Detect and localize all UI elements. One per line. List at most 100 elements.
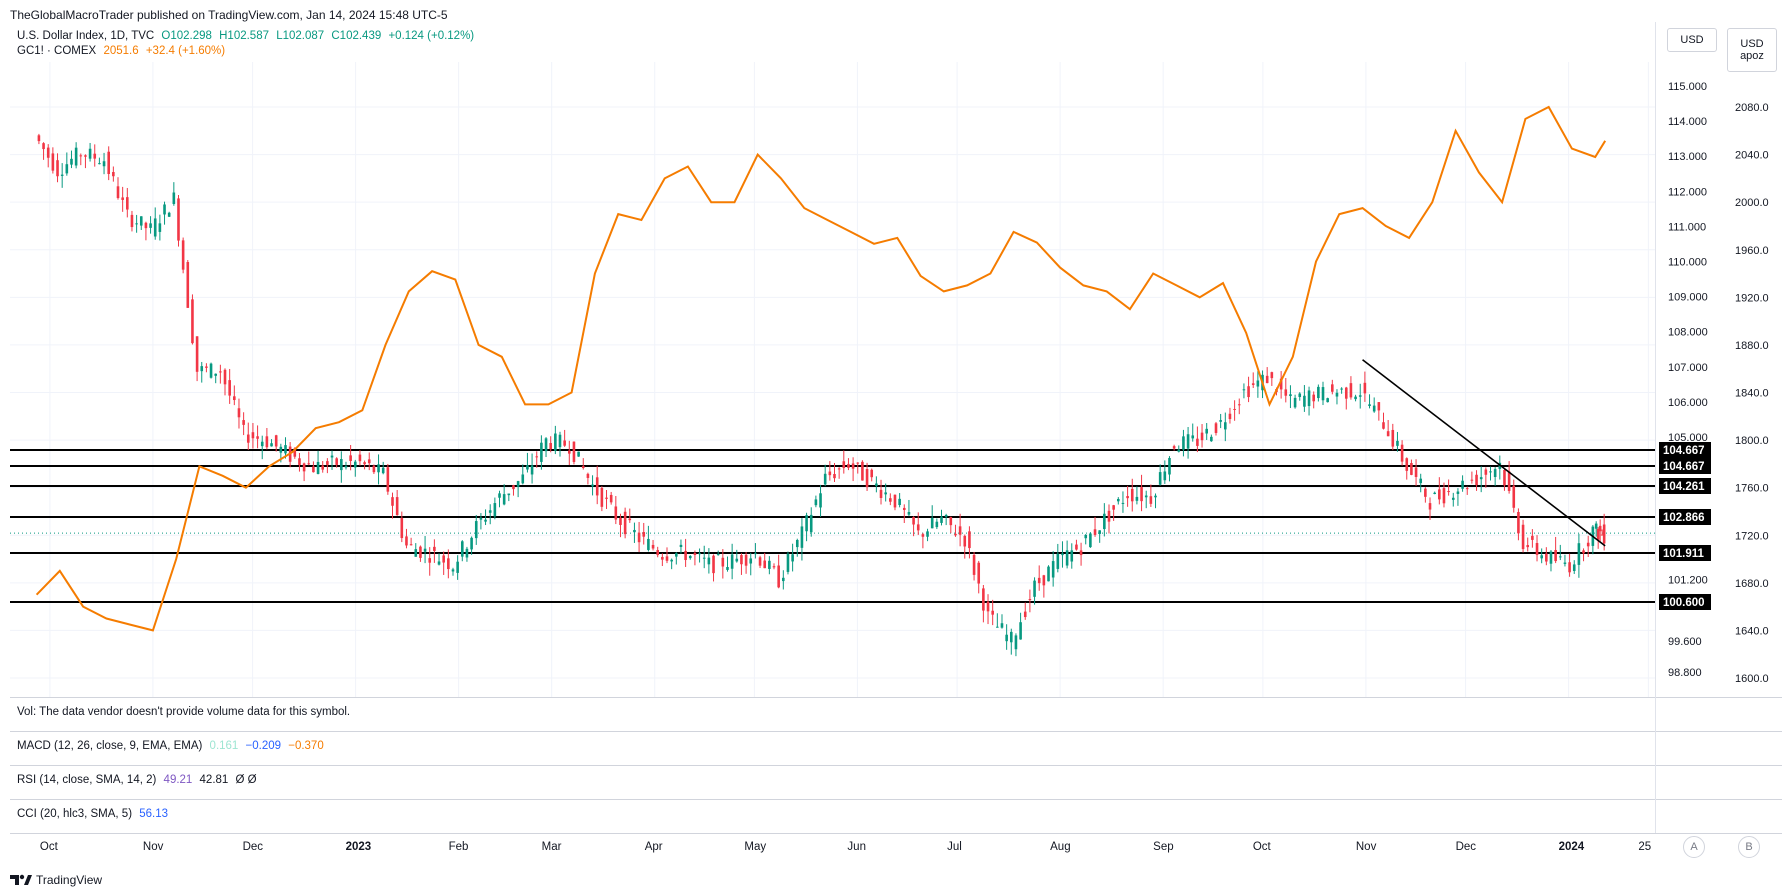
dxy-candle — [540, 442, 543, 462]
dxy-candle — [1172, 446, 1176, 449]
pane-separator — [10, 731, 1782, 732]
dxy-candle — [167, 212, 171, 217]
dxy-candle — [944, 514, 948, 517]
dxy-candle — [293, 448, 297, 457]
dxy-candle — [1419, 478, 1423, 484]
dxy-candle — [414, 549, 418, 557]
dxy-candle — [661, 556, 664, 560]
dxy-axis-tick: 105.000 — [1668, 432, 1708, 444]
dxy-candle — [484, 519, 487, 522]
scale-button-b[interactable]: B — [1738, 836, 1760, 858]
dxy-candle — [1391, 429, 1395, 447]
dxy-candle — [233, 396, 236, 401]
time-axis-label: Jun — [847, 841, 866, 853]
gold-axis-tick: 1600.0 — [1735, 673, 1769, 685]
dxy-candle — [330, 455, 334, 458]
dxy-candle — [730, 554, 734, 569]
dxy-candle — [1251, 383, 1255, 385]
dxy-candle — [916, 524, 920, 531]
scale-button-a[interactable]: A — [1683, 836, 1705, 858]
dxy-candle — [42, 143, 45, 150]
dxy-candle — [642, 532, 646, 537]
gold-axis-tick: 1680.0 — [1735, 578, 1769, 590]
time-axis-label: 25 — [1638, 841, 1652, 853]
macd-pane-label: MACD (12, 26, close, 9, EMA, EMA) 0.161 … — [17, 740, 328, 752]
dxy-candle — [1596, 528, 1600, 540]
dxy-candle — [777, 565, 780, 588]
dxy-candle — [1577, 543, 1581, 565]
gold-axis-tick: 2040.0 — [1735, 150, 1769, 162]
dxy-candle — [628, 518, 632, 521]
dxy-candle — [805, 515, 808, 532]
level-badge-label: 102.866 — [1663, 512, 1705, 524]
dxy-candle — [716, 554, 720, 556]
dxy-candle — [1307, 390, 1311, 407]
dxy-candle — [107, 151, 110, 175]
dxy-candle — [1009, 631, 1013, 643]
dxy-candle — [349, 455, 352, 462]
dxy-candle — [1219, 420, 1222, 422]
unit-button-right[interactable]: USD apoz — [1727, 28, 1777, 72]
dxy-candle — [744, 554, 748, 566]
dxy-candle — [535, 456, 539, 458]
dxy-candle — [665, 556, 669, 561]
dxy-candle — [544, 438, 548, 452]
dxy-candle — [898, 498, 901, 506]
dxy-candle — [1237, 404, 1241, 406]
dxy-candle — [1298, 393, 1302, 398]
legend-gold-name: GC1! · COMEX — [17, 45, 97, 57]
dxy-candle — [1424, 488, 1427, 497]
time-axis-label: Feb — [448, 841, 469, 853]
dxy-axis-tick: 98.800 — [1668, 667, 1702, 679]
dxy-candle — [474, 521, 478, 539]
dxy-candle — [572, 441, 576, 462]
dxy-candle — [795, 539, 799, 548]
dxy-candle — [521, 474, 525, 484]
dxy-candle — [600, 487, 604, 507]
dxy-candle — [1019, 622, 1022, 640]
dxy-candle — [256, 436, 259, 439]
dxy-candle — [493, 503, 497, 517]
level-badge — [1659, 442, 1711, 458]
dxy-candle — [1200, 432, 1204, 441]
dxy-candle — [1270, 372, 1274, 379]
dxy-candle — [861, 461, 864, 481]
dxy-axis-tick: 106.000 — [1668, 397, 1708, 409]
dxy-candle — [698, 553, 701, 555]
dxy-candle — [442, 555, 445, 563]
dxy-candle — [246, 434, 250, 443]
time-axis-label: May — [744, 841, 767, 853]
dxy-candle — [177, 198, 180, 241]
unit-button-left[interactable]: USD — [1667, 28, 1717, 52]
dxy-candle — [563, 440, 566, 446]
dxy-candle — [186, 262, 190, 308]
dxy-candle — [400, 517, 404, 539]
dxy-candle — [982, 588, 985, 611]
gold-axis-tick: 2080.0 — [1735, 102, 1769, 114]
time-axis-label: Nov — [1355, 841, 1377, 853]
time-axis-label: Aug — [1050, 841, 1071, 853]
gold-axis-tick: 1960.0 — [1735, 245, 1769, 257]
gold-axis-tick: 1880.0 — [1735, 340, 1769, 352]
dxy-candle — [470, 537, 473, 550]
macd-value-1: 0.161 — [209, 740, 239, 752]
dxy-candle — [307, 463, 311, 465]
footer-brand[interactable]: TradingView — [10, 873, 102, 887]
dxy-candle — [98, 163, 101, 165]
dxy-candle — [651, 544, 655, 549]
dxy-candle — [1331, 384, 1334, 392]
gold-axis-tick: 1760.0 — [1735, 483, 1769, 495]
dxy-candle — [819, 493, 822, 508]
dxy-candle — [786, 553, 790, 572]
time-axis[interactable]: Oct Nov Dec 2023 Feb Mar Apr May Jun Jul Aug Sep Oct… — [0, 838, 1787, 858]
dxy-axis-tick: 99.600 — [1668, 636, 1702, 648]
dxy-candle — [1247, 386, 1250, 398]
dxy-candle — [1512, 485, 1516, 508]
dxy-candle — [465, 548, 469, 558]
dxy-candle — [386, 467, 390, 492]
legend-dxy-high: H102.587 — [219, 30, 269, 42]
dxy-candle — [1144, 495, 1148, 498]
dxy-axis-tick: 110.000 — [1668, 257, 1707, 269]
dxy-candle — [391, 497, 394, 506]
price-chart[interactable]: 104.667 104.667 104.261 102.866 101.911 100.6… — [0, 0, 1787, 700]
